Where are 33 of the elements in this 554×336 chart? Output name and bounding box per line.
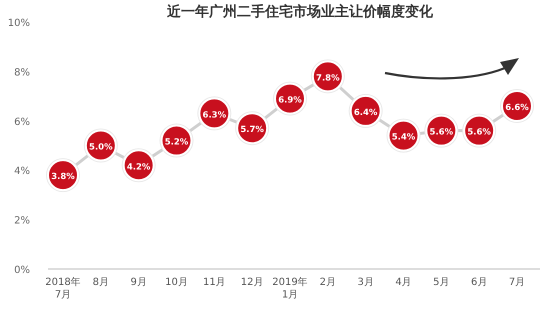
data-label: 6.4% — [354, 108, 378, 118]
data-label: 4.2% — [126, 162, 151, 172]
x-tick-label: 3月 — [357, 277, 374, 288]
x-tick-label: 9月 — [130, 277, 147, 288]
data-label: 5.2% — [164, 138, 189, 148]
data-label: 6.3% — [202, 110, 227, 120]
y-tick-label: 4% — [14, 166, 30, 178]
y-tick-label: 10% — [8, 18, 30, 29]
x-tick-label: 11月 — [202, 277, 226, 288]
data-label: 7.8% — [316, 73, 340, 84]
x-tick-label: 5月 — [433, 277, 450, 288]
data-label: 6.9% — [278, 96, 302, 106]
data-label: 5.6% — [467, 128, 492, 138]
data-label: 5.6% — [430, 128, 454, 138]
x-tick-label: 10月 — [165, 277, 188, 288]
data-label: 5.4% — [392, 132, 416, 143]
y-tick-label: 0% — [14, 265, 30, 276]
y-tick-label: 8% — [14, 67, 30, 78]
data-label: 6.6% — [505, 102, 530, 113]
x-tick-label: 6月 — [470, 277, 488, 288]
x-tick-label: 4月 — [395, 277, 412, 288]
y-tick-label: 6% — [14, 116, 30, 128]
data-label: 5.0% — [89, 142, 114, 152]
y-tick-label: 2% — [14, 216, 30, 227]
x-tick-label: 12月 — [240, 277, 264, 288]
chart-title: 近一年广州二手住宅市场业主让价幅度变化 — [166, 3, 434, 20]
x-tick-label: 2月 — [320, 277, 336, 288]
data-label: 3.8% — [51, 172, 76, 182]
x-tick-label: 2018年 7月 — [45, 276, 81, 300]
data-label: 5.7% — [240, 125, 264, 136]
x-tick-label: 2019年 1月 — [272, 276, 308, 300]
x-tick-label: 8月 — [92, 277, 110, 288]
x-tick-label: 7月 — [508, 277, 526, 288]
